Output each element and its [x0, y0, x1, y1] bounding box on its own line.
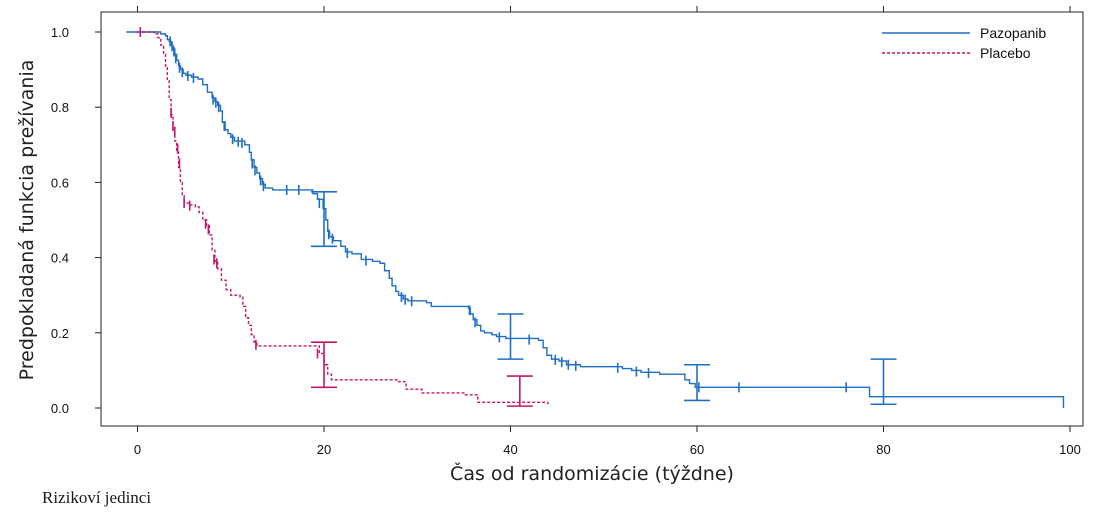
y-tick-label: 0.6 [51, 175, 69, 190]
x-tick-label: 0 [134, 442, 141, 457]
legend-label-pazopanib: Pazopanib [980, 25, 1046, 41]
x-tick-label: 60 [690, 442, 704, 457]
y-tick-label: 1.0 [51, 25, 69, 40]
pazopanib-ci-bar [684, 363, 710, 402]
placebo-ci-bar [506, 375, 533, 407]
y-tick-label: 0.0 [51, 401, 69, 416]
x-axis-title: Čas od randomizácie (týždne) [450, 461, 734, 485]
series-curves [126, 31, 1065, 408]
x-tick-label: 20 [317, 442, 331, 457]
censor-marks [139, 27, 848, 393]
plot-frame [100, 11, 1084, 427]
confidence-intervals [311, 191, 897, 407]
y-tick-label: 0.2 [51, 326, 69, 341]
pazopanib-curve [126, 31, 1065, 408]
x-tick-label: 80 [876, 442, 890, 457]
y-axis-title: Predpokladaná funkcia prežívania [16, 60, 38, 381]
legend: Pazopanib Placebo [882, 25, 1046, 61]
y-tick-label: 0.8 [51, 100, 69, 115]
legend-label-placebo: Placebo [980, 45, 1031, 61]
legend-item-placebo: Placebo [882, 45, 1031, 61]
survival-chart: 0 20 40 60 80 100 0.0 0.2 0.4 0.6 0.8 1.0 Čas od ran… [16, 6, 1084, 485]
x-tick-label: 40 [503, 442, 517, 457]
placebo-ci-bar [311, 341, 337, 389]
axes: 0 20 40 60 80 100 0.0 0.2 0.4 0.6 0.8 1.0 Čas od ran… [16, 6, 1084, 485]
pazopanib-ci-bar [311, 191, 337, 248]
risk-table-label: Rizikoví jedinci [42, 488, 152, 507]
legend-item-pazopanib: Pazopanib [882, 25, 1046, 41]
pazopanib-ci-bar [870, 358, 897, 406]
placebo-curve [137, 31, 549, 405]
x-tick-label: 100 [1059, 442, 1081, 457]
pazopanib-ci-bar [497, 313, 524, 360]
y-tick-label: 0.4 [51, 251, 69, 266]
